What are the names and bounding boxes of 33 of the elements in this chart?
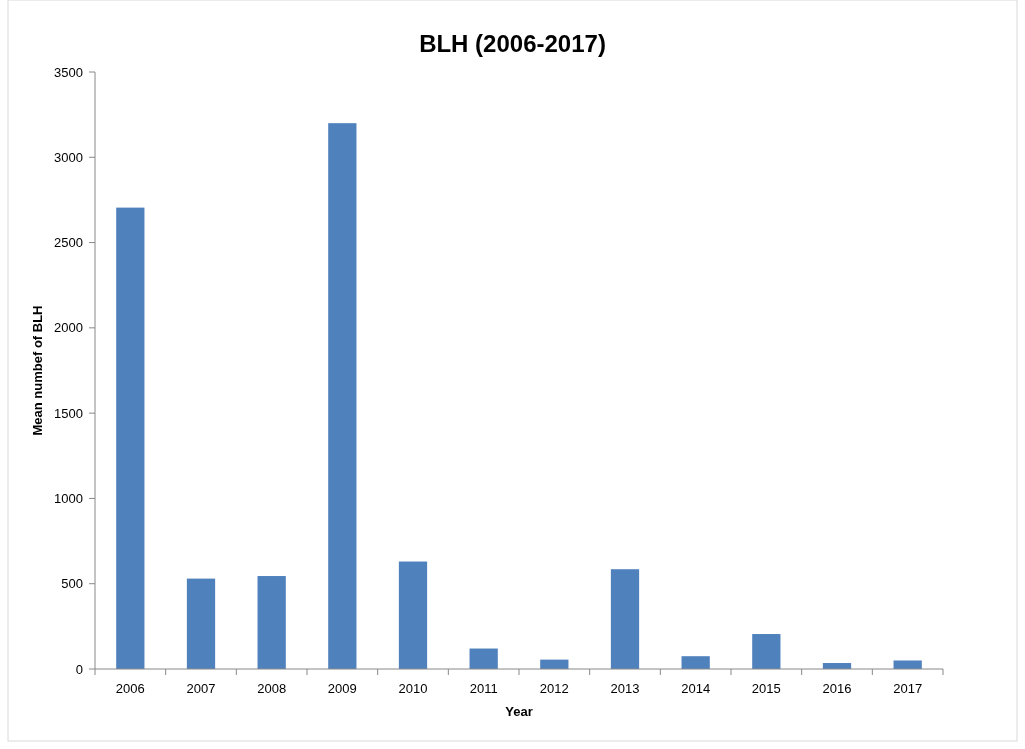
bar xyxy=(116,207,145,669)
x-tick-label: 2009 xyxy=(327,681,357,696)
y-axis-title: Mean numbef of BLH xyxy=(30,305,45,436)
bar xyxy=(257,576,286,669)
bar xyxy=(328,123,357,669)
x-tick-label: 2007 xyxy=(186,681,216,696)
x-tick-label: 2006 xyxy=(115,681,145,696)
bar xyxy=(893,660,922,669)
chart-title: BLH (2006-2017) xyxy=(419,30,606,57)
x-axis-title: Year xyxy=(505,704,533,719)
y-tick-label: 1000 xyxy=(54,490,83,506)
x-tick-label: 2013 xyxy=(610,681,640,696)
y-tick-label: 3500 xyxy=(54,64,83,80)
y-tick-label: 1500 xyxy=(54,405,83,421)
bar xyxy=(469,648,498,669)
y-tick-label: 2500 xyxy=(54,235,83,251)
bar xyxy=(681,656,710,669)
x-tick-label: 2015 xyxy=(751,681,781,696)
bar xyxy=(752,634,781,669)
x-tick-label: 2012 xyxy=(539,681,569,696)
y-tick-label: 2000 xyxy=(54,320,83,336)
y-tick-label: 0 xyxy=(75,661,83,677)
x-tick-label: 2008 xyxy=(257,681,287,696)
bar xyxy=(186,578,216,669)
x-tick-label: 2017 xyxy=(893,681,923,696)
bar xyxy=(398,561,428,669)
x-tick-label: 2016 xyxy=(822,681,852,696)
y-tick-label: 500 xyxy=(61,576,83,592)
x-tick-label: 2011 xyxy=(469,681,498,696)
x-tick-label: 2010 xyxy=(398,681,428,696)
y-tick-label: 3000 xyxy=(54,149,83,165)
x-tick-label: 2014 xyxy=(681,681,711,696)
bar xyxy=(610,569,640,669)
